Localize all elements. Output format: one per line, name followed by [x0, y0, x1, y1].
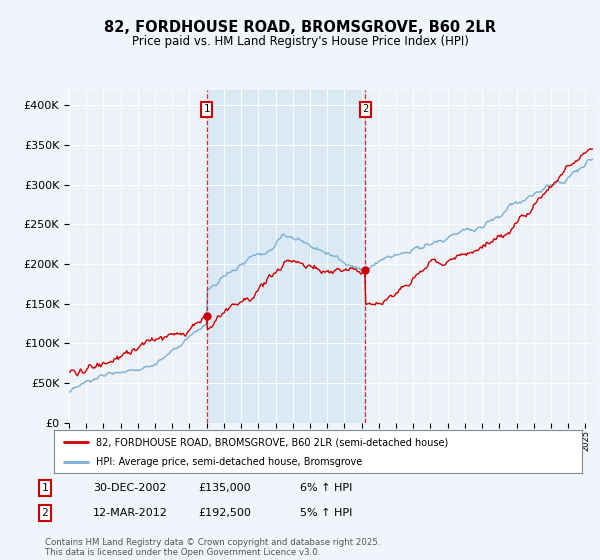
Text: 6% ↑ HPI: 6% ↑ HPI [300, 483, 352, 493]
Text: 82, FORDHOUSE ROAD, BROMSGROVE, B60 2LR: 82, FORDHOUSE ROAD, BROMSGROVE, B60 2LR [104, 20, 496, 35]
Text: Contains HM Land Registry data © Crown copyright and database right 2025.
This d: Contains HM Land Registry data © Crown c… [45, 538, 380, 557]
Text: 2: 2 [41, 508, 49, 518]
Text: 30-DEC-2002: 30-DEC-2002 [93, 483, 167, 493]
Bar [206, 90, 365, 423]
Text: 5% ↑ HPI: 5% ↑ HPI [300, 508, 352, 518]
Text: Price paid vs. HM Land Registry's House Price Index (HPI): Price paid vs. HM Land Registry's House … [131, 35, 469, 48]
Text: 2: 2 [362, 104, 368, 114]
Text: 1: 1 [41, 483, 49, 493]
Text: 1: 1 [203, 104, 209, 114]
Text: £192,500: £192,500 [198, 508, 251, 518]
Text: HPI: Average price, semi-detached house, Bromsgrove: HPI: Average price, semi-detached house,… [96, 458, 362, 468]
Text: 82, FORDHOUSE ROAD, BROMSGROVE, B60 2LR (semi-detached house): 82, FORDHOUSE ROAD, BROMSGROVE, B60 2LR … [96, 437, 448, 447]
Text: £135,000: £135,000 [198, 483, 251, 493]
Text: 12-MAR-2012: 12-MAR-2012 [93, 508, 168, 518]
